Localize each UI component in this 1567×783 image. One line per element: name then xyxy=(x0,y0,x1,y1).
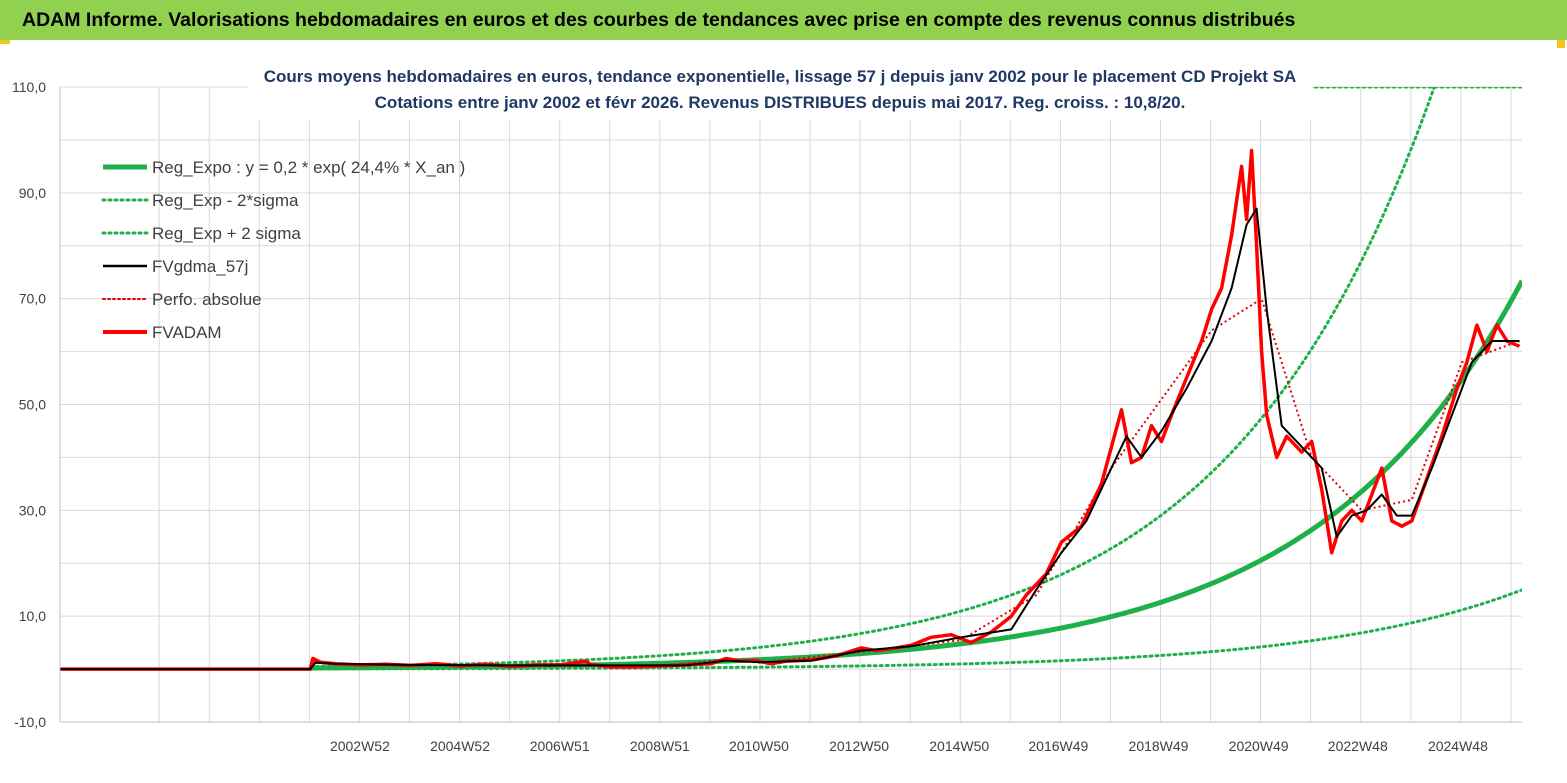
plot-area xyxy=(60,87,1522,671)
x-tick-label: 2008W51 xyxy=(630,738,690,754)
fvadam-line xyxy=(60,148,1521,671)
y-tick-label: 50,0 xyxy=(19,397,46,413)
x-tick-label: 2024W48 xyxy=(1428,738,1488,754)
y-tick-label: 110,0 xyxy=(12,79,46,95)
x-tick-label: 2018W49 xyxy=(1129,738,1189,754)
perfo-absolue-line xyxy=(60,297,1520,671)
x-tick-label: 2012W50 xyxy=(829,738,889,754)
chart-background xyxy=(0,40,1567,783)
title-box xyxy=(248,58,1312,120)
fvgdma-57j-line xyxy=(60,207,1520,671)
legend: Reg_Expo : y = 0,2 * exp( 24,4% * X_an )… xyxy=(101,158,465,342)
reg-exp-minus-2-sigma-line xyxy=(308,588,1522,671)
chart: Cours moyens hebdomadaires en euros, ten… xyxy=(0,40,1567,783)
corner-mark xyxy=(0,40,10,44)
legend-label-fvgdma: FVgdma_57j xyxy=(152,257,248,276)
chart-title: Cours moyens hebdomadaires en euros, ten… xyxy=(264,67,1297,86)
y-tick-label: 10,0 xyxy=(19,608,46,624)
x-tick-label: 2022W48 xyxy=(1328,738,1388,754)
x-tick-label: 2014W50 xyxy=(929,738,989,754)
reg-exp-plus-2-sigma-line xyxy=(308,87,1436,669)
y-tick-label: -10,0 xyxy=(14,714,46,730)
chart-subtitle: Cotations entre janv 2002 et févr 2026. … xyxy=(375,93,1186,112)
legend-label-reg_plus: Reg_Exp + 2 sigma xyxy=(152,224,301,243)
y-tick-label: 30,0 xyxy=(19,502,46,518)
page-title-banner: ADAM Informe. Valorisations hebdomadaire… xyxy=(0,0,1567,40)
axes: 110,0 90,0 70,0 50,0 30,0 10,0 -10,0 2002W52 200… xyxy=(12,79,1522,754)
series-layer xyxy=(60,87,1522,671)
legend-label-perfo: Perfo. absolue xyxy=(152,290,262,309)
y-tick-label: 70,0 xyxy=(19,291,46,307)
y-tick-label: 90,0 xyxy=(19,185,46,201)
legend-label-reg_minus: Reg_Exp - 2*sigma xyxy=(152,191,299,210)
legend-label-reg_expo: Reg_Expo : y = 0,2 * exp( 24,4% * X_an ) xyxy=(152,158,465,177)
legend-label-fvadam: FVADAM xyxy=(152,323,222,342)
x-tick-label: 2016W49 xyxy=(1028,738,1088,754)
corner-mark xyxy=(1557,40,1565,48)
x-tick-label: 2006W51 xyxy=(530,738,590,754)
x-tick-label: 2004W52 xyxy=(430,738,490,754)
x-tick-label: 2002W52 xyxy=(330,738,390,754)
x-tick-label: 2010W50 xyxy=(729,738,789,754)
x-tick-label: 2020W49 xyxy=(1229,738,1289,754)
